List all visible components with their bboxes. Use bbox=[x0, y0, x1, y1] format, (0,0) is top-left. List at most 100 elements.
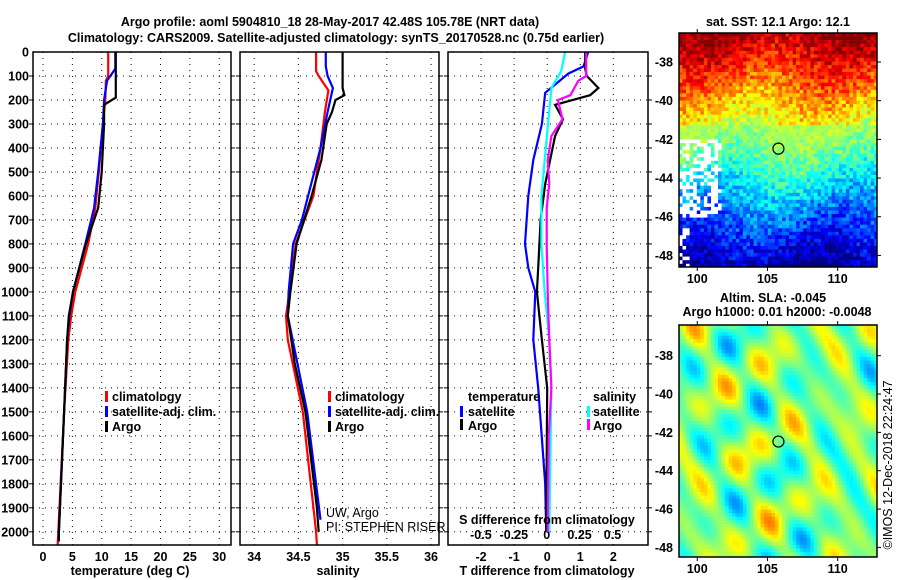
map-cell bbox=[753, 192, 758, 197]
map-cell bbox=[863, 61, 868, 66]
map-cell bbox=[693, 72, 698, 76]
map-cell bbox=[799, 374, 804, 379]
map-cell bbox=[831, 125, 836, 130]
map-cell bbox=[696, 132, 701, 137]
map-cell bbox=[693, 253, 698, 257]
map-cell bbox=[789, 206, 793, 211]
map-cell bbox=[689, 364, 694, 368]
map-cell bbox=[682, 167, 687, 172]
map-cell bbox=[725, 139, 729, 144]
legend-label: climatology bbox=[335, 390, 405, 404]
map-cell bbox=[792, 221, 797, 225]
map-cell bbox=[721, 210, 726, 215]
map-cell bbox=[760, 114, 765, 119]
map-cell bbox=[707, 89, 712, 94]
map-cell bbox=[796, 132, 800, 137]
map-cell bbox=[838, 378, 843, 383]
map-cell bbox=[856, 104, 861, 108]
map-cell bbox=[817, 57, 822, 62]
map-cell bbox=[842, 178, 847, 183]
map-cell bbox=[732, 206, 737, 211]
map-cell bbox=[782, 153, 786, 158]
map-cell bbox=[735, 65, 740, 69]
map-cell bbox=[817, 164, 822, 169]
map-cell bbox=[824, 199, 829, 204]
map-cell bbox=[806, 349, 811, 354]
map-cell bbox=[714, 111, 719, 115]
map-cell bbox=[735, 253, 740, 257]
map-cell bbox=[725, 246, 729, 250]
map-cell bbox=[771, 221, 776, 225]
map-cell bbox=[735, 139, 740, 144]
map-cell bbox=[711, 33, 715, 37]
map-cell bbox=[796, 175, 800, 179]
map-cell bbox=[693, 199, 698, 204]
map-cell bbox=[870, 107, 875, 112]
map-cell bbox=[689, 132, 694, 137]
map-cell bbox=[714, 72, 719, 76]
map-cell bbox=[849, 196, 854, 201]
map-cell bbox=[686, 118, 690, 123]
depth-tick-label: 400 bbox=[8, 141, 29, 155]
map-cell bbox=[767, 371, 772, 375]
map-cell bbox=[718, 153, 722, 158]
map-cell bbox=[860, 263, 864, 268]
map-cell bbox=[718, 185, 722, 190]
map-cell bbox=[714, 217, 719, 222]
map-cell bbox=[689, 192, 694, 197]
map-cell bbox=[796, 61, 800, 66]
map-cell bbox=[696, 360, 701, 365]
map-cell bbox=[856, 40, 861, 44]
map-cell bbox=[778, 36, 783, 41]
map-cell bbox=[813, 210, 818, 215]
map-cell bbox=[732, 349, 737, 354]
map-cell bbox=[863, 36, 868, 41]
map-cell bbox=[703, 111, 708, 115]
map-cell bbox=[799, 178, 804, 183]
map-cell bbox=[711, 235, 715, 240]
map-cell bbox=[725, 143, 729, 147]
map-cell bbox=[735, 100, 740, 105]
map-cell bbox=[767, 199, 772, 204]
map-cell bbox=[757, 185, 761, 190]
map-cell bbox=[700, 328, 705, 333]
map-cell bbox=[810, 238, 815, 243]
map-cell bbox=[767, 238, 772, 243]
map-cell bbox=[842, 353, 847, 358]
map-cell bbox=[824, 364, 829, 368]
map-cell bbox=[771, 378, 776, 383]
map-cell bbox=[842, 263, 847, 268]
map-cell bbox=[863, 160, 868, 165]
map-cell bbox=[742, 157, 747, 162]
map-cell bbox=[771, 242, 776, 247]
map-cell bbox=[824, 182, 829, 186]
map-cell bbox=[796, 192, 800, 197]
map-cell bbox=[821, 332, 825, 336]
map-cell bbox=[792, 135, 797, 140]
map-cell bbox=[750, 346, 754, 351]
map-cell bbox=[707, 150, 712, 154]
map-cell bbox=[856, 371, 861, 375]
map-cell bbox=[721, 206, 726, 211]
map-cell bbox=[870, 364, 875, 368]
map-cell bbox=[767, 75, 772, 80]
map-cell bbox=[810, 135, 815, 140]
map-cell bbox=[831, 325, 836, 329]
map-cell bbox=[849, 217, 854, 222]
map-cell bbox=[771, 342, 776, 347]
map-cell bbox=[874, 36, 879, 41]
map-cell bbox=[732, 100, 737, 105]
map-cell bbox=[771, 210, 776, 215]
map-cell bbox=[870, 256, 875, 261]
map-cell bbox=[845, 381, 850, 386]
map-cell bbox=[828, 61, 832, 66]
map-cell bbox=[739, 342, 744, 347]
map-cell bbox=[835, 253, 840, 257]
map-cell bbox=[796, 185, 800, 190]
map-cell bbox=[867, 135, 871, 140]
map-cell bbox=[870, 82, 875, 87]
map-cell bbox=[803, 107, 808, 112]
map-cell bbox=[860, 104, 864, 108]
map-cell bbox=[767, 33, 772, 37]
map-cell bbox=[703, 228, 708, 233]
